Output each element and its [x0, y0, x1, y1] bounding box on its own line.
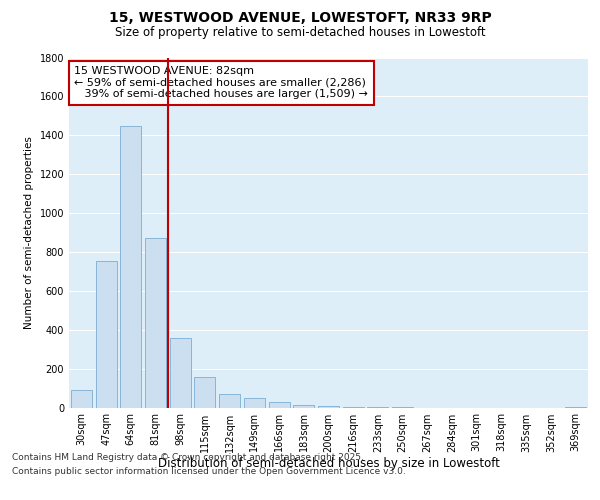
Bar — [318, 406, 339, 407]
Text: 15, WESTWOOD AVENUE, LOWESTOFT, NR33 9RP: 15, WESTWOOD AVENUE, LOWESTOFT, NR33 9RP — [109, 11, 491, 25]
Bar — [293, 404, 314, 407]
Bar — [343, 407, 364, 408]
Bar — [145, 238, 166, 408]
Text: Contains HM Land Registry data © Crown copyright and database right 2025.: Contains HM Land Registry data © Crown c… — [12, 454, 364, 462]
Bar — [120, 126, 141, 408]
Y-axis label: Number of semi-detached properties: Number of semi-detached properties — [24, 136, 34, 329]
Text: Contains public sector information licensed under the Open Government Licence v3: Contains public sector information licen… — [12, 467, 406, 476]
Text: 15 WESTWOOD AVENUE: 82sqm
← 59% of semi-detached houses are smaller (2,286)
   3: 15 WESTWOOD AVENUE: 82sqm ← 59% of semi-… — [74, 66, 368, 100]
Bar — [244, 398, 265, 407]
Bar — [71, 390, 92, 407]
Bar — [95, 260, 116, 408]
Bar — [170, 338, 191, 407]
X-axis label: Distribution of semi-detached houses by size in Lowestoft: Distribution of semi-detached houses by … — [158, 458, 499, 470]
Bar — [219, 394, 240, 407]
Text: Size of property relative to semi-detached houses in Lowestoft: Size of property relative to semi-detach… — [115, 26, 485, 39]
Bar — [194, 378, 215, 408]
Bar — [269, 402, 290, 407]
